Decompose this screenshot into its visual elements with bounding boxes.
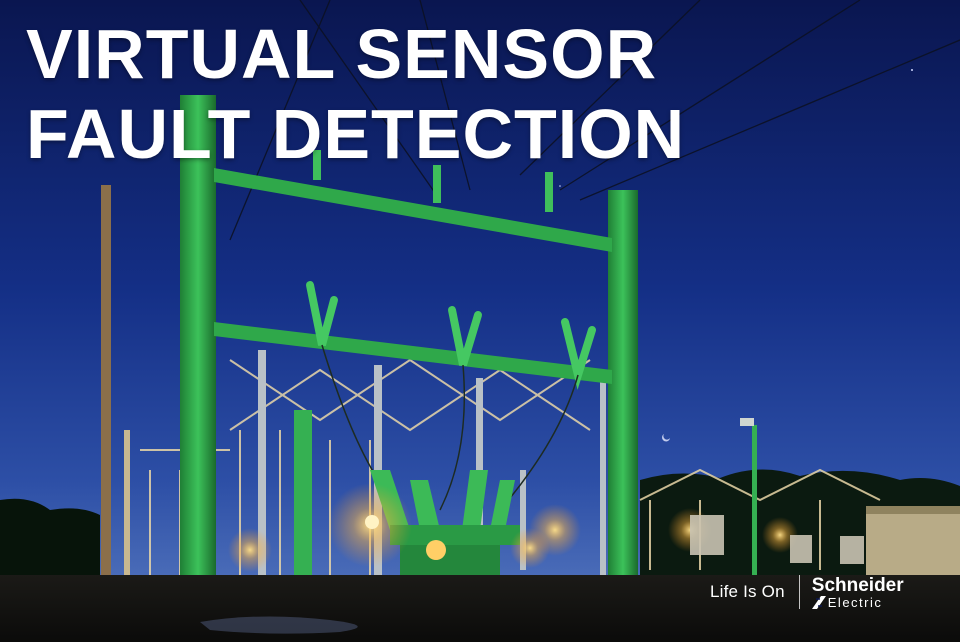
- lamp-glows: [228, 483, 798, 572]
- title-line-1: VIRTUAL SENSOR: [26, 15, 658, 93]
- company-sub: Electric: [827, 594, 883, 610]
- far-equipment: [690, 515, 864, 564]
- schneider-logo-icon: [811, 595, 826, 609]
- title-line-2: FAULT DETECTION: [26, 95, 686, 173]
- power-lines: [229, 0, 960, 241]
- lamp-post: [752, 425, 757, 580]
- pole: [101, 185, 111, 580]
- schneider-logo: Schneider Electric: [811, 574, 904, 610]
- tagline: Life Is On: [710, 582, 785, 601]
- ground: [0, 575, 960, 642]
- page-title: VIRTUAL SENSOR FAULT DETECTION: [26, 14, 685, 174]
- company-name: Schneider: [811, 574, 904, 596]
- moon: [662, 434, 670, 442]
- green-gantry: [180, 95, 638, 580]
- shed: [866, 512, 960, 578]
- puddle: [200, 616, 358, 634]
- brand-footer: Life Is On Schneider Electric: [710, 574, 904, 610]
- trees-left: [0, 498, 100, 580]
- brand-divider: [798, 575, 800, 609]
